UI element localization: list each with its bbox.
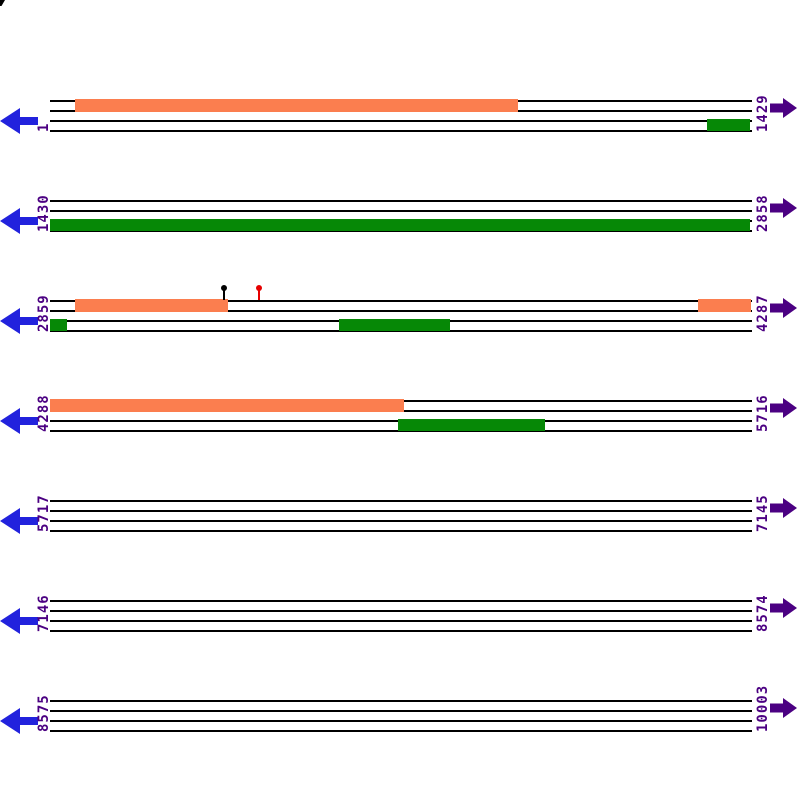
forward-strand-arrow-icon[interactable]	[770, 698, 797, 722]
sequence-segment: 5717 7145	[0, 470, 800, 554]
forward-strand-feature[interactable]	[75, 99, 518, 112]
track-line	[50, 600, 752, 602]
reverse-strand-feature[interactable]	[339, 319, 450, 331]
sequence-segment: 4288 5716	[0, 370, 800, 454]
track-line	[50, 730, 752, 732]
segment-start-label: 5717	[36, 494, 52, 532]
red-pin-marker[interactable]	[256, 285, 262, 291]
corner-artifact	[0, 0, 5, 6]
segment-start-label: 7146	[36, 594, 52, 632]
segment-start-label: 2859	[36, 294, 52, 332]
segment-end-label: 10003	[755, 684, 771, 732]
sequence-segment: 7146 8574	[0, 570, 800, 654]
reverse-strand-feature[interactable]	[398, 419, 545, 431]
segment-end-label: 1429	[755, 94, 771, 132]
segment-start-label: 1	[36, 122, 52, 132]
reverse-strand-arrow-icon[interactable]	[0, 508, 38, 538]
sequence-segment: 1430 2858	[0, 170, 800, 254]
segment-start-label: 4288	[36, 394, 52, 432]
track-line	[50, 200, 752, 202]
reverse-strand-arrow-icon[interactable]	[0, 608, 38, 638]
segment-start-label: 1430	[36, 194, 52, 232]
forward-strand-arrow-icon[interactable]	[770, 498, 797, 522]
segment-end-label: 8574	[755, 594, 771, 632]
forward-strand-feature[interactable]	[50, 399, 404, 412]
segment-start-label: 8575	[36, 694, 52, 732]
reverse-strand-arrow-icon[interactable]	[0, 408, 38, 438]
sequence-segment: 1 1429	[0, 70, 800, 154]
forward-strand-arrow-icon[interactable]	[770, 398, 797, 422]
track-line	[50, 500, 752, 502]
sequence-segment: 8575 10003	[0, 670, 800, 754]
track-line	[50, 210, 752, 212]
track-line	[50, 710, 752, 712]
forward-strand-arrow-icon[interactable]	[770, 598, 797, 622]
track-line	[50, 700, 752, 702]
forward-strand-arrow-icon[interactable]	[770, 98, 797, 122]
track-line	[50, 310, 752, 312]
track-line	[50, 610, 752, 612]
reverse-strand-arrow-icon[interactable]	[0, 108, 38, 138]
segment-end-label: 4287	[755, 294, 771, 332]
forward-strand-feature[interactable]	[698, 299, 751, 312]
segment-end-label: 7145	[755, 494, 771, 532]
track-line	[50, 620, 752, 622]
reverse-strand-arrow-icon[interactable]	[0, 308, 38, 338]
segment-end-label: 5716	[755, 394, 771, 432]
track-line	[50, 300, 752, 302]
track-line	[50, 510, 752, 512]
reverse-strand-feature[interactable]	[50, 219, 750, 231]
reverse-strand-arrow-icon[interactable]	[0, 708, 38, 738]
black-pin-marker-stem	[223, 288, 225, 300]
forward-strand-arrow-icon[interactable]	[770, 198, 797, 222]
red-pin-marker-stem	[258, 288, 260, 300]
reverse-strand-arrow-icon[interactable]	[0, 208, 38, 238]
track-line	[50, 520, 752, 522]
track-line	[50, 530, 752, 532]
sequence-segment: 2859 4287	[0, 270, 800, 354]
track-line	[50, 720, 752, 722]
forward-strand-feature[interactable]	[75, 299, 228, 312]
reverse-strand-feature[interactable]	[707, 119, 750, 131]
black-pin-marker[interactable]	[221, 285, 227, 291]
track-line	[50, 130, 752, 132]
forward-strand-arrow-icon[interactable]	[770, 298, 797, 322]
reverse-strand-feature[interactable]	[50, 319, 67, 331]
track-line	[50, 120, 752, 122]
track-line	[50, 630, 752, 632]
segment-end-label: 2858	[755, 194, 771, 232]
